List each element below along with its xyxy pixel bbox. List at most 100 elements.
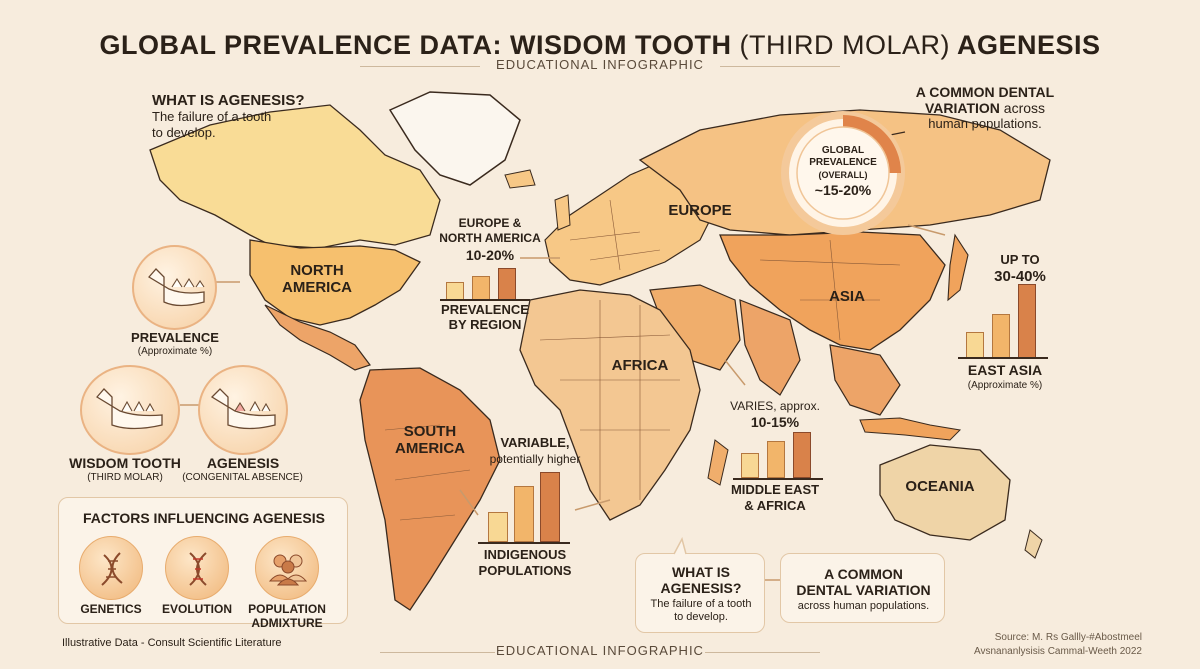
dna-icon — [101, 552, 123, 586]
region-north-america-line1: NORTH — [290, 262, 344, 279]
population-line1: POPULATION — [248, 602, 326, 616]
bar — [793, 432, 811, 478]
indigenous-bars — [480, 470, 570, 542]
europe-na-line1: EUROPE & — [458, 216, 522, 230]
wisdom-tooth-image — [80, 365, 180, 455]
jaw-prevalence-image — [132, 245, 217, 330]
prevalence-note: (Approximate %) — [137, 346, 213, 357]
what-is-bottom-line1: WHAT IS — [671, 564, 731, 580]
source-credit: Source: M. Rs Gallly-#Abostmeel Avsnanan… — [900, 631, 1142, 659]
global-line3: (OVERALL) — [818, 170, 868, 180]
agenesis-image — [198, 365, 288, 455]
east-asia-value: 30-40% — [994, 268, 1046, 285]
usa — [249, 239, 421, 326]
what-is-agenesis-heading: WHAT IS AGENESIS? — [152, 92, 305, 109]
middle-east-bars — [735, 430, 820, 478]
bar — [540, 472, 560, 542]
indigenous-line2: potentially higher — [489, 452, 581, 466]
region-europe: EUROPE — [668, 202, 732, 219]
global-line2: PREVALENCE — [809, 157, 877, 168]
europe-na-bars — [440, 260, 525, 300]
common-variation-bold: VARIATION — [924, 100, 1000, 116]
evolution-dna-icon — [189, 552, 207, 586]
east-asia-line1: UP TO — [1000, 252, 1040, 267]
east-asia-label: UP TO 30-40% — [985, 252, 1055, 286]
baseline — [733, 478, 823, 480]
population-line2: ADMIXTURE — [251, 616, 323, 630]
region-south-america-line1: SOUTH — [403, 423, 457, 440]
wisdom-tooth-label: WISDOM TOOTH — [69, 455, 181, 471]
baseline — [478, 542, 570, 544]
factors-heading: FACTORS INFLUENCING AGENESIS — [83, 510, 325, 526]
south-america — [359, 367, 501, 611]
factors-box: FACTORS INFLUENCING AGENESIS GENETICS EV… — [58, 497, 348, 630]
global-value: ~15-20% — [814, 182, 872, 198]
region-asia: ASIA — [829, 288, 865, 305]
page-title: GLOBAL PREVALENCE DATA: WISDOM TOOTH (TH… — [0, 30, 1200, 61]
baseline — [958, 357, 1048, 359]
donut-slice — [842, 115, 901, 174]
australia — [879, 444, 1011, 541]
region-africa: AFRICA — [611, 357, 669, 374]
europe-na-line2: NORTH AMERICA — [439, 231, 541, 245]
common-bottom-line1: A COMMON — [824, 566, 903, 582]
region-oceania: OCEANIA — [905, 478, 975, 495]
population-icon-circle — [255, 536, 319, 600]
divider — [380, 652, 495, 653]
iceland — [504, 169, 536, 189]
bar — [446, 282, 464, 300]
indigenous-label: VARIABLE, potentially higher — [475, 435, 595, 467]
madagascar — [707, 439, 729, 486]
new-zealand — [1024, 529, 1043, 559]
wisdom-tooth-note: (THIRD MOLAR) — [87, 472, 163, 483]
baseline — [440, 299, 530, 301]
donut-ring — [781, 111, 905, 235]
asia — [719, 231, 946, 351]
wisdom-tooth-icon — [96, 388, 163, 430]
what-is-bottom-line4: to develop. — [674, 611, 728, 623]
common-variation-box: A COMMON DENTAL VARIATION across human p… — [780, 553, 945, 623]
common-variation-line3: human populations. — [928, 116, 1042, 131]
speech-pointer — [673, 537, 687, 555]
indonesia — [859, 417, 962, 441]
bar — [741, 453, 759, 478]
europe-na-value: 10-20% — [465, 247, 515, 263]
divider — [705, 652, 820, 653]
title-part-1: GLOBAL PREVALENCE DATA: WISDOM TOOTH — [99, 30, 740, 60]
global-prevalence-text: GLOBAL PREVALENCE (OVERALL) ~15-20% — [778, 145, 908, 199]
bar — [472, 276, 490, 300]
japan — [947, 233, 969, 302]
indigenous-caption1: INDIGENOUS — [483, 547, 567, 562]
what-is-bottom-line3: The failure of a tooth — [650, 598, 752, 610]
common-variation-top: A COMMON DENTAL VARIATION across human p… — [905, 84, 1065, 131]
what-is-agenesis-bottom-text: The failure of a tooth to develop. — [636, 598, 766, 624]
source-line2: Avsnananlysisis Cammal-Weeth 2022 — [973, 646, 1142, 657]
page-subtitle: EDUCATIONAL INFOGRAPHIC — [496, 57, 704, 72]
middle-east-caption: MIDDLE EAST & AFRICA — [720, 482, 830, 514]
what-is-bottom-line2: AGENESIS? — [660, 580, 742, 596]
east-asia-bars — [960, 280, 1045, 358]
middle-east-label: VARIES, approx. 10-15% — [725, 398, 825, 431]
source-line1: Source: M. Rs Gallly-#Abostmeel — [994, 632, 1142, 643]
agenesis-jaw-icon — [210, 388, 276, 430]
middle-east-value: 10-15% — [750, 414, 800, 430]
divider — [720, 66, 840, 67]
region-south-america: SOUTH AMERICA — [385, 423, 475, 457]
prevalence-label: PREVALENCE — [131, 330, 219, 345]
bar — [514, 486, 534, 542]
title-part-2: (THIRD MOLAR) — [739, 30, 950, 60]
bar — [966, 332, 984, 358]
title-part-3: AGENESIS — [949, 30, 1101, 60]
canada — [149, 104, 441, 249]
greenland — [388, 91, 521, 186]
southeast-asia — [829, 344, 901, 416]
europe-na-caption: PREVALENCE BY REGION — [425, 302, 545, 332]
what-is-agenesis-bottom-heading: WHAT IS AGENESIS? — [636, 564, 766, 596]
footer-subtitle: EDUCATIONAL INFOGRAPHIC — [496, 643, 704, 658]
divider — [360, 66, 480, 67]
jaw-icon — [147, 268, 205, 307]
global-prevalence-donut: GLOBAL PREVALENCE (OVERALL) ~15-20% — [778, 108, 908, 238]
what-is-agenesis-box: WHAT IS AGENESIS? The failure of a tooth… — [635, 553, 765, 633]
europe-na-caption1: PREVALENCE — [441, 302, 529, 317]
